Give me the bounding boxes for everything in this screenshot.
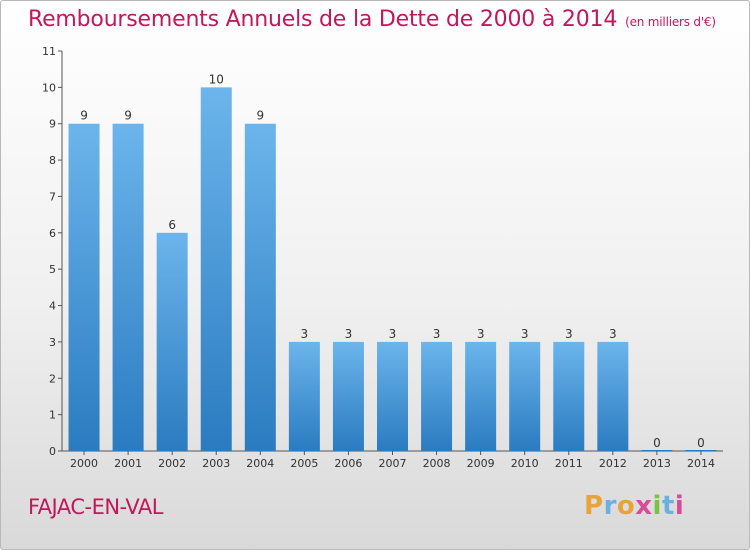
data-label: 10 [209, 72, 224, 86]
x-tick-label: 2002 [158, 457, 186, 470]
logo-letter: t [661, 491, 675, 521]
logo-letter: o [616, 491, 636, 521]
bar [68, 123, 100, 452]
logo-letter: i [674, 491, 685, 521]
x-tick-label: 2006 [334, 457, 362, 470]
chart-title: Remboursements Annuels de la Dette de 20… [28, 7, 716, 32]
logo-letter: r [603, 491, 617, 521]
x-tick-label: 2008 [423, 457, 451, 470]
x-tick-label: 2005 [290, 457, 318, 470]
data-label: 3 [565, 327, 573, 341]
bar [685, 450, 717, 451]
y-tick-label: 7 [49, 190, 56, 203]
bar [156, 232, 188, 451]
logo-letter: i [652, 491, 662, 521]
data-label: 3 [609, 327, 617, 341]
bar [465, 341, 497, 451]
x-tick-label: 2007 [379, 457, 407, 470]
data-label: 3 [477, 327, 485, 341]
data-label: 3 [433, 327, 441, 341]
x-tick-label: 2004 [246, 457, 274, 470]
y-tick-label: 2 [49, 372, 56, 385]
data-label: 6 [168, 218, 176, 232]
data-label: 0 [653, 436, 661, 450]
chart-data-labels: 9 9 6 10 9 3 3 3 3 3 3 3 3 0 0 [80, 72, 705, 450]
bar [421, 341, 453, 451]
bar [597, 341, 629, 451]
y-tick-label: 8 [49, 154, 56, 167]
y-tick-label: 5 [49, 263, 56, 276]
title-text: Remboursements Annuels de la Dette de 20… [28, 7, 618, 32]
y-tick-label: 10 [42, 81, 56, 94]
bar [553, 341, 585, 451]
x-tick-label: 2014 [687, 457, 715, 470]
x-tick-label: 2013 [643, 457, 671, 470]
bar [509, 341, 541, 451]
bar [641, 450, 673, 451]
chart-axes: 0 1 2 3 4 5 6 7 8 9 10 11 2000 2001 2002 2003 2004 2005 20… [42, 45, 723, 470]
data-label: 0 [697, 436, 705, 450]
x-tick-label: 2001 [114, 457, 142, 470]
data-label: 9 [124, 109, 132, 123]
data-label: 3 [301, 327, 309, 341]
data-label: 9 [80, 109, 88, 123]
logo-letter: x [635, 491, 653, 521]
data-label: 3 [345, 327, 353, 341]
bar [288, 341, 320, 451]
commune-name: FAJAC-EN-VAL [28, 495, 164, 519]
bar [200, 87, 232, 451]
y-tick-label: 9 [49, 118, 56, 131]
y-tick-label: 3 [49, 336, 56, 349]
y-tick-label: 1 [49, 409, 56, 422]
x-tick-label: 2009 [467, 457, 495, 470]
proxiti-logo: Proxiti [584, 491, 684, 521]
y-tick-label: 6 [49, 227, 56, 240]
x-tick-label: 2011 [555, 457, 583, 470]
x-tick-label: 2003 [202, 457, 230, 470]
logo-letter: P [584, 491, 604, 521]
bar [377, 341, 408, 451]
y-tick-label: 4 [49, 300, 56, 313]
data-label: 9 [256, 109, 264, 123]
y-tick-label: 0 [49, 445, 56, 458]
bar [332, 341, 364, 451]
x-tick-label: 2012 [599, 457, 627, 470]
x-tick-label: 2010 [511, 457, 539, 470]
chart-bars [68, 87, 717, 452]
data-label: 3 [521, 327, 529, 341]
data-label: 3 [389, 327, 397, 341]
bar [244, 123, 276, 452]
bar [112, 123, 144, 452]
chart-subtitle: (en milliers d'€) [625, 15, 716, 29]
x-tick-label: 2000 [70, 457, 98, 470]
y-tick-label: 11 [42, 45, 56, 58]
